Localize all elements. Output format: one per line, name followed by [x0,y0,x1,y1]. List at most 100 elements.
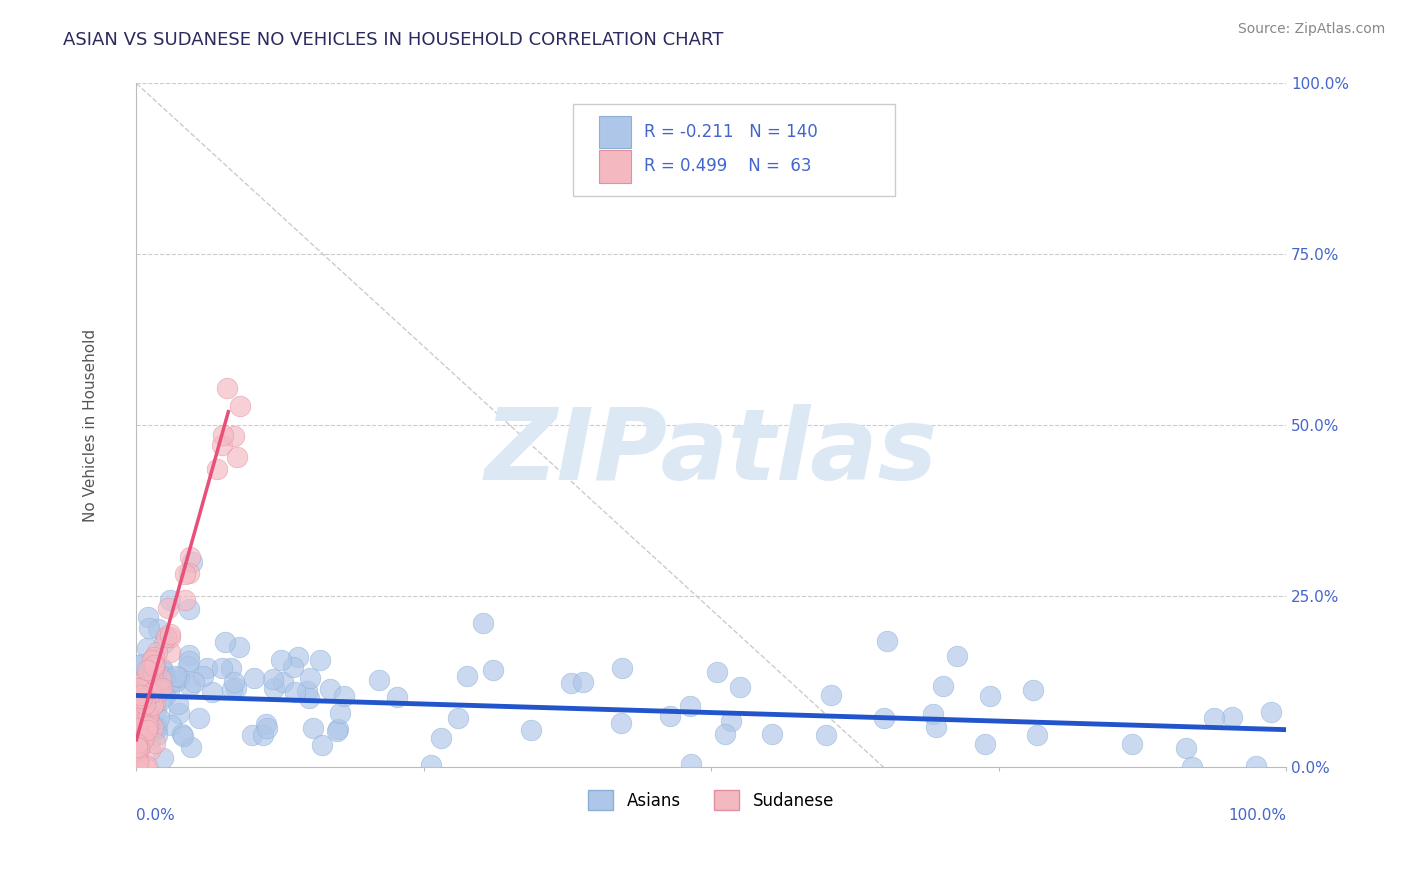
Point [152,670,174,684]
Point [226,450,249,464]
Point [129,737,152,751]
Point [150,661,173,675]
Point [221,661,243,675]
Point [299,671,322,685]
Point [129,692,152,706]
Point [131,698,153,712]
Point [720,714,742,728]
Point [271,675,294,690]
FancyBboxPatch shape [599,116,631,148]
Point [142,649,165,664]
Point [814,728,837,742]
Point [132,676,155,690]
Point [127,710,149,724]
Text: No Vehicles in Household: No Vehicles in Household [83,329,98,522]
Point [201,685,224,699]
Point [167,706,190,720]
Point [153,636,176,650]
Point [135,692,157,706]
Point [1121,737,1143,751]
Point [142,720,165,734]
Point [138,712,160,726]
Point [183,674,205,689]
Point [177,658,200,673]
Point [152,670,174,684]
Text: ASIAN VS SUDANESE NO VEHICLES IN HOUSEHOLD CORRELATION CHART: ASIAN VS SUDANESE NO VEHICLES IN HOUSEHO… [63,31,724,49]
Point [136,709,159,723]
Point [174,567,197,582]
Point [229,399,252,413]
Point [125,722,148,736]
Point [221,681,243,696]
Point [195,661,218,675]
FancyBboxPatch shape [599,150,631,183]
Point [159,676,181,690]
Point [256,721,278,735]
Point [135,727,157,741]
Text: 100.0%: 100.0% [1227,808,1286,823]
Point [128,693,150,707]
Point [127,760,149,774]
Point [311,738,333,752]
Point [925,720,948,734]
Point [252,728,274,742]
Point [179,679,201,693]
Point [134,692,156,706]
Point [128,740,150,755]
Point [134,760,156,774]
Point [177,654,200,668]
Text: R = -0.211   N = 140: R = -0.211 N = 140 [644,123,818,141]
Point [153,669,176,683]
Point [333,690,356,704]
Point [167,698,190,712]
Point [159,645,181,659]
Point [145,703,167,717]
Point [136,710,159,724]
Point [302,721,325,735]
Point [142,666,165,681]
Point [135,675,157,690]
Point [430,731,453,745]
Point [308,653,330,667]
Text: 0.0%: 0.0% [136,808,176,823]
Point [138,673,160,688]
Point [134,682,156,697]
Point [520,723,543,738]
Point [612,661,634,675]
Point [932,680,955,694]
Point [287,650,309,665]
Point [659,709,682,723]
Point [131,731,153,745]
Point [139,733,162,747]
Point [284,684,307,698]
Point [179,648,201,662]
Point [139,715,162,730]
Point [132,673,155,687]
Point [214,634,236,648]
Point [254,717,277,731]
Point [681,756,703,771]
Point [211,438,233,452]
Point [157,682,180,697]
Point [714,727,737,741]
Point [136,640,159,655]
Point [167,670,190,684]
Point [136,720,159,734]
Point [297,683,319,698]
Point [142,698,165,712]
Point [127,737,149,751]
Point [481,663,503,677]
Point [127,708,149,723]
Point [387,690,409,704]
Point [128,681,150,696]
Point [136,610,159,624]
Point [136,759,159,773]
Point [143,659,166,673]
Point [128,694,150,708]
Point [761,726,783,740]
Point [922,707,945,722]
Point [679,699,702,714]
Point [145,722,167,736]
Point [820,689,842,703]
Text: ZIPatlas: ZIPatlas [485,404,938,501]
